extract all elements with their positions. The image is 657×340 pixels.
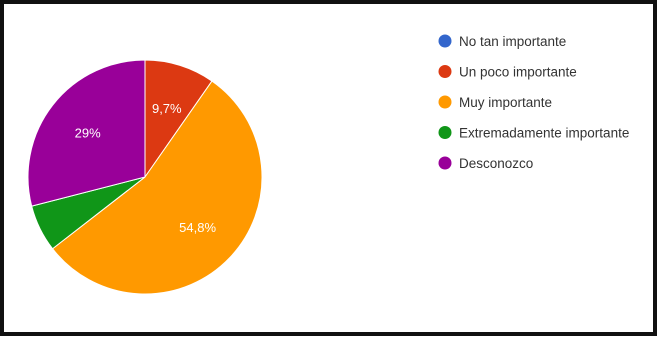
legend-label-extremadamente-importante: Extremadamente importante <box>459 126 629 141</box>
slice-label-muy-importante: 54,8% <box>179 220 216 235</box>
legend-marker-muy-importante <box>438 95 452 109</box>
slice-label-un-poco-importante: 9,7% <box>152 101 182 116</box>
legend-marker-desconozco <box>438 156 452 170</box>
legend: No tan importante Un poco importante Muy i… <box>438 34 629 171</box>
pie-slice-desconozco <box>27 59 146 207</box>
legend-label-un-poco-importante: Un poco importante <box>459 65 577 80</box>
legend-marker-no-tan-importante <box>438 34 452 48</box>
pie-slices <box>27 59 263 295</box>
pie-chart: 9,7% 54,8% 29% No tan importante Un poco im… <box>27 34 629 295</box>
legend-label-no-tan-importante: No tan importante <box>459 34 566 49</box>
legend-marker-extremadamente-importante <box>438 126 452 139</box>
legend-label-desconozco: Desconozco <box>459 156 533 171</box>
legend-marker-un-poco-importante <box>438 65 452 78</box>
pie-slice-muy-importante <box>51 80 263 295</box>
slice-label-desconozco: 29% <box>75 126 101 141</box>
legend-label-muy-importante: Muy importante <box>459 95 552 110</box>
slice-labels: 9,7% 54,8% 29% <box>75 101 217 235</box>
